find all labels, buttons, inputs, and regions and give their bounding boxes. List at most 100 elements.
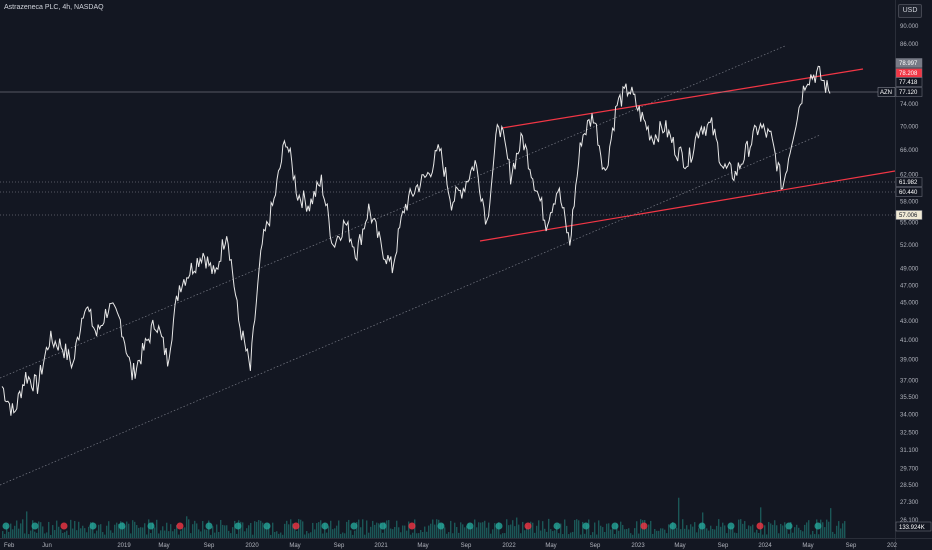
time-axis[interactable]: Feb Jun 2019 May Sep 2020 May Sep 2021 May Sep 2022… <box>0 538 932 550</box>
price-tick-label: 70.000 <box>900 124 919 130</box>
volume-bar <box>522 521 524 538</box>
time-tick-label: Sep <box>590 543 601 549</box>
volume-bar <box>738 519 740 538</box>
volume-bar <box>474 519 476 538</box>
event-marker <box>727 522 735 530</box>
volume-bar <box>782 525 784 538</box>
volume-bar <box>4 533 6 538</box>
volume-bar <box>838 521 840 538</box>
price-tick-label: 32.500 <box>900 430 919 436</box>
trend-lines[interactable] <box>0 45 896 486</box>
volume-bar <box>334 528 336 538</box>
event-marker <box>669 522 677 530</box>
time-tick-label: Jun <box>42 543 52 549</box>
volume-bar <box>126 521 128 538</box>
price-tag-label: 78.208 <box>899 71 918 77</box>
volume-bar <box>678 497 680 538</box>
volume-bar <box>414 519 416 538</box>
volume-bar <box>636 521 638 538</box>
volume-bar <box>472 527 474 538</box>
price-tick-label: 62.000 <box>900 173 919 179</box>
volume-bar <box>216 524 218 538</box>
volume-bar <box>468 523 470 538</box>
volume-bar <box>422 532 424 538</box>
volume-bar <box>148 519 150 538</box>
volume-bar <box>654 529 656 538</box>
volume-bar <box>668 524 670 538</box>
volume-bar <box>784 522 786 538</box>
volume-bar <box>766 534 768 538</box>
time-tick-label: May <box>158 543 169 549</box>
volume-bar <box>480 522 482 538</box>
volume-bar <box>662 528 664 538</box>
volume-bar <box>30 530 32 538</box>
volume-bar <box>598 520 600 538</box>
volume-bar <box>748 525 750 538</box>
channel-dotted-lower <box>0 134 821 486</box>
price-tick-label: 55.000 <box>900 221 919 227</box>
volume-bar <box>456 527 458 538</box>
volume-bar <box>20 523 22 538</box>
volume-bar <box>296 530 298 538</box>
volume-bar <box>580 534 582 538</box>
event-marker <box>611 522 619 530</box>
volume-bar <box>810 534 812 538</box>
volume-bar <box>68 534 70 538</box>
price-tick-label: 52.000 <box>900 243 919 249</box>
volume-bar <box>514 526 516 538</box>
price-tag-box <box>895 58 923 68</box>
volume-bar <box>770 523 772 538</box>
volume-bar <box>822 522 824 538</box>
volume-bar <box>264 526 266 538</box>
volume-bar <box>272 522 274 538</box>
volume-bar <box>282 534 284 538</box>
volume-bar <box>396 520 398 538</box>
volume-bar <box>214 532 216 538</box>
volume-bar <box>230 533 232 538</box>
volume-bars <box>2 497 846 538</box>
volume-bar <box>812 530 814 538</box>
volume-bar <box>402 525 404 538</box>
volume-bar <box>28 534 30 538</box>
volume-bar <box>156 519 158 538</box>
volume-bar <box>820 519 822 538</box>
time-tick-label: Sep <box>204 543 215 549</box>
volume-bar <box>136 525 138 538</box>
volume-bar <box>432 519 434 538</box>
event-marker <box>408 522 416 530</box>
price-tag-label: 61.982 <box>899 180 918 186</box>
volume-bar <box>70 519 72 538</box>
volume-bar <box>608 523 610 538</box>
time-tick-label: 2020 <box>245 543 259 549</box>
volume-bar <box>354 530 356 538</box>
volume-bar <box>708 530 710 538</box>
volume-bar <box>172 531 174 538</box>
volume-bar <box>400 532 402 538</box>
volume-bar <box>138 527 140 538</box>
volume-bar <box>800 530 802 538</box>
volume-bar <box>632 534 634 538</box>
volume-bar <box>590 534 592 538</box>
volume-bar <box>122 522 124 538</box>
volume-bar <box>476 527 478 538</box>
volume-bar <box>388 520 390 538</box>
currency-button[interactable]: USD <box>898 4 922 18</box>
price-tick-label: 35.500 <box>900 395 919 401</box>
volume-bar <box>370 526 372 538</box>
volume-bar <box>612 527 614 538</box>
channel-red-lower <box>479 170 896 242</box>
volume-bar <box>682 519 684 538</box>
volume-bar <box>626 529 628 538</box>
volume-bar <box>566 525 568 538</box>
event-marker <box>466 522 474 530</box>
volume-bar <box>424 526 426 538</box>
volume-bar <box>40 522 42 538</box>
volume-bar <box>284 523 286 538</box>
volume-bar <box>372 520 374 538</box>
volume-bar <box>166 522 168 538</box>
event-marker <box>176 522 184 530</box>
volume-bar <box>516 517 518 538</box>
volume-bar <box>278 533 280 538</box>
volume-bar <box>190 533 192 538</box>
